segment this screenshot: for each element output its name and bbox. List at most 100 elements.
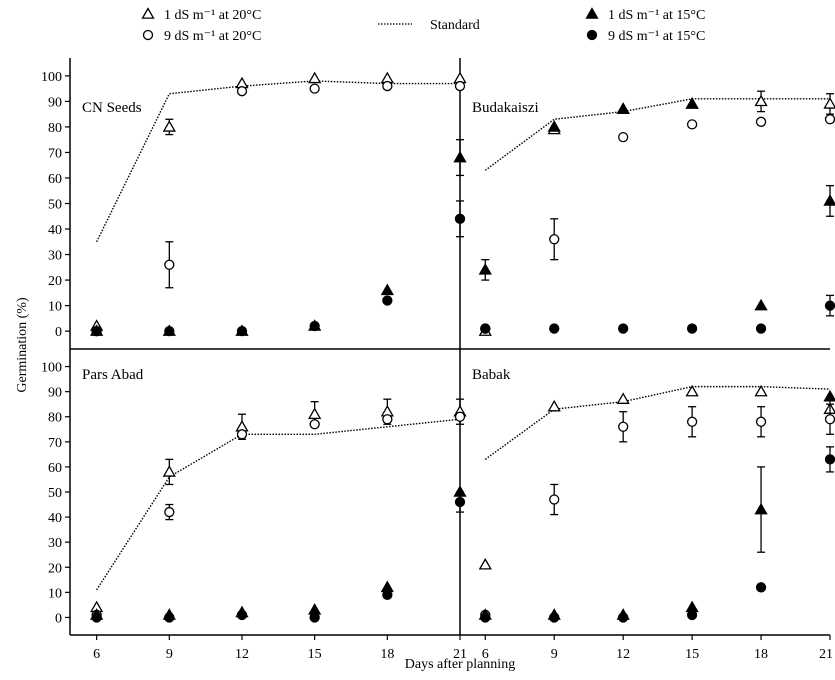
point-circle-filled <box>382 295 393 306</box>
point-circle-filled <box>480 323 491 334</box>
point-triangle-open <box>308 407 322 420</box>
point-circle-open <box>686 416 698 427</box>
point-circle-filled <box>549 323 560 334</box>
y-tick-label: 60 <box>48 172 62 187</box>
legend-label: 9 dS m⁻¹ at 15°C <box>608 29 705 44</box>
panel-babak: Babak <box>472 367 835 623</box>
point-circle-open <box>309 83 320 94</box>
y-tick-label: 10 <box>48 300 62 315</box>
y-tick-label: 40 <box>48 511 62 526</box>
y-tick-label: 50 <box>48 486 62 501</box>
point-circle-open <box>382 80 393 92</box>
legend-item: 1 dS m⁻¹ at 20°C <box>141 7 261 23</box>
point-circle-filled <box>454 213 466 224</box>
x-tick-label: 12 <box>616 647 630 662</box>
point-circle-open <box>309 419 320 430</box>
point-circle-open <box>549 494 560 505</box>
point-triangle-filled <box>453 150 467 163</box>
point-circle-open <box>755 416 767 427</box>
point-triangle-open <box>308 71 322 84</box>
point-triangle-open <box>754 384 768 397</box>
point-circle-open <box>618 421 629 432</box>
chart-frame <box>69 58 830 636</box>
y-tick-label: 50 <box>48 198 62 213</box>
panel-title: Budakaiszi <box>472 100 539 116</box>
point-triangle-filled <box>823 194 835 206</box>
legend-marker-circle-filled <box>586 29 598 41</box>
point-circle-filled <box>91 325 102 337</box>
point-circle-open <box>164 259 175 270</box>
point-circle-filled <box>618 323 629 334</box>
y-tick-label: 0 <box>55 611 62 626</box>
point-triangle-filled <box>547 120 561 132</box>
point-triangle-filled <box>823 389 835 402</box>
x-tick-label: 21 <box>819 647 833 662</box>
axes: 0 10 20 30 40 50 60 70 80 90 100 0 10 20 30 40 50 60 70 80 9… <box>41 70 833 662</box>
point-circle-filled <box>164 325 175 337</box>
point-circle-filled <box>549 612 560 623</box>
legend-marker-triangle-open <box>141 7 155 19</box>
point-circle-filled <box>824 454 835 465</box>
point-triangle-open <box>162 120 176 132</box>
x-tick-label: 6 <box>482 647 489 662</box>
point-circle-filled <box>164 612 175 623</box>
y-tick-label: 90 <box>48 386 62 401</box>
y-tick-label: 30 <box>48 249 62 264</box>
point-triangle-open <box>547 399 561 412</box>
x-tick-label: 18 <box>380 647 394 662</box>
standard-line <box>484 98 830 171</box>
legend-marker-triangle-filled <box>585 7 599 19</box>
legend-label: 1 dS m⁻¹ at 20°C <box>164 8 261 23</box>
legend-item: 1 dS m⁻¹ at 15°C <box>585 7 705 23</box>
y-tick-label: 100 <box>41 361 62 376</box>
y-tick-label: 20 <box>48 561 62 576</box>
point-triangle-filled <box>754 298 768 311</box>
standard-line <box>484 385 831 460</box>
point-circle-filled <box>686 323 698 334</box>
point-triangle-filled <box>616 102 630 114</box>
y-tick-label: 60 <box>48 461 62 476</box>
point-circle-open <box>824 114 835 125</box>
point-circle-open <box>454 80 466 92</box>
point-circle-filled <box>686 609 698 621</box>
y-tick-label: 30 <box>48 536 62 551</box>
legend-marker-circle-open <box>142 29 154 41</box>
point-circle-open <box>755 116 767 127</box>
standard-line <box>96 80 460 243</box>
point-circle-open <box>824 414 835 425</box>
y-tick-label: 20 <box>48 274 62 289</box>
legend: 1 dS m⁻¹ at 20°C 9 dS m⁻¹ at 20°C Standard… <box>141 7 705 44</box>
point-triangle-open <box>162 465 176 477</box>
panel-pars-abad: Pars Abad <box>82 367 467 623</box>
y-tick-label: 40 <box>48 223 62 238</box>
point-circle-filled <box>480 612 491 623</box>
point-circle-open <box>549 234 560 245</box>
point-triangle-open <box>685 384 699 397</box>
point-circle-filled <box>755 582 767 593</box>
y-tick-label: 0 <box>55 325 62 340</box>
point-triangle-open <box>478 557 492 570</box>
point-circle-open <box>618 131 629 143</box>
point-circle-filled <box>309 320 320 332</box>
x-axis-label: Days after planning <box>405 657 515 672</box>
y-tick-label: 90 <box>48 95 62 110</box>
y-tick-label: 10 <box>48 586 62 601</box>
point-triangle-filled <box>380 283 394 296</box>
x-tick-label: 18 <box>754 647 768 662</box>
legend-item: 9 dS m⁻¹ at 15°C <box>586 29 705 44</box>
y-tick-label: 70 <box>48 146 62 161</box>
point-circle-open <box>382 414 393 425</box>
legend-item: Standard <box>378 18 480 33</box>
point-triangle-filled <box>685 97 699 109</box>
point-circle-filled <box>618 612 629 623</box>
x-tick-label: 21 <box>453 647 467 662</box>
x-tick-label: 15 <box>308 647 322 662</box>
y-axis-label: Germination (%) <box>15 297 30 393</box>
panel-budakaiszi: Budakaiszi <box>472 90 835 336</box>
point-circle-open <box>236 86 248 97</box>
panel-title: Babak <box>472 367 511 383</box>
point-circle-filled <box>236 609 248 621</box>
legend-label: Standard <box>430 18 480 33</box>
x-tick-label: 6 <box>93 647 100 662</box>
